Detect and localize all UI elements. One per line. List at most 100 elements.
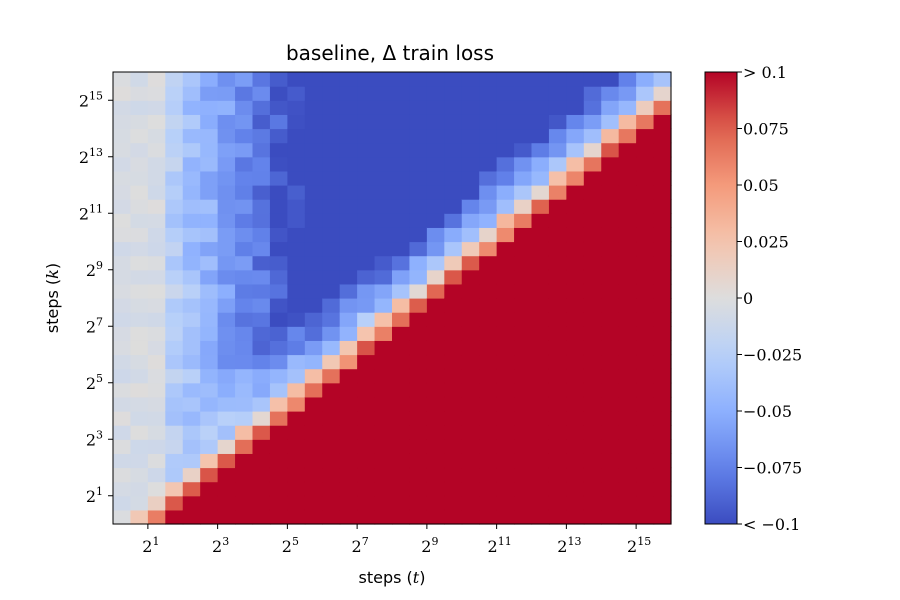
heatmap-cell [618,114,637,130]
heatmap-cell [444,156,463,172]
heatmap-cell [182,156,201,172]
heatmap-cell [374,142,393,158]
heatmap-cell [479,312,498,327]
heatmap-cell [339,269,358,285]
heatmap-cell [147,396,166,412]
heatmap-cell [322,411,341,426]
heatmap-cell [583,114,602,130]
heatmap-cell [252,255,271,271]
heatmap-cell [653,509,672,525]
heatmap-cell [636,509,655,525]
heatmap-cell [147,425,166,440]
heatmap-cell [444,114,463,130]
heatmap-cell [269,354,288,370]
heatmap-cell [531,467,550,483]
tick-label: 27 [352,535,369,556]
heatmap-cell [636,453,655,469]
heatmap-cell [130,439,149,454]
heatmap-cell [479,199,498,214]
heatmap-cell [304,128,323,144]
heatmap-cell [200,114,219,130]
heatmap-cell [514,467,533,483]
heatmap-cell [252,142,271,158]
heatmap-cell [287,199,306,214]
heatmap-cell [566,396,585,412]
heatmap-cell [461,396,480,412]
heatmap-cell [165,142,184,158]
heatmap-cell [392,340,411,356]
heatmap-cell [601,509,620,525]
heatmap-cell [514,72,533,87]
heatmap-cell [357,86,376,101]
heatmap-cell [548,382,567,398]
heatmap-cell [374,340,393,356]
heatmap-cell [566,283,585,299]
heatmap-cell [113,199,132,214]
heatmap-cell [339,509,358,525]
heatmap-cell [287,142,306,158]
heatmap-cell [304,340,323,356]
heatmap-cell [130,312,149,327]
heatmap-cell [514,312,533,327]
heatmap-cell [566,411,585,426]
tick-label: 213 [557,535,581,556]
heatmap-cell [130,86,149,101]
heatmap-cell [426,481,445,497]
heatmap-cell [357,354,376,370]
heatmap-cell [322,156,341,172]
heatmap-cell [392,100,411,115]
heatmap-cell [531,100,550,115]
heatmap-cell [339,86,358,101]
heatmap-cell [548,453,567,469]
heatmap-cell [548,368,567,384]
tick-label: 211 [488,535,512,556]
heatmap-cell [548,170,567,186]
heatmap-cell [583,128,602,144]
heatmap-cell [531,326,550,341]
heatmap-cell [165,354,184,370]
heatmap-cell [392,368,411,384]
heatmap-cell [252,269,271,285]
heatmap-cell [252,396,271,412]
heatmap-cell [357,382,376,398]
heatmap-cell [165,298,184,313]
heatmap-cell [392,199,411,214]
heatmap-cell [374,100,393,115]
heatmap-cell [514,425,533,440]
heatmap-cell [583,269,602,285]
heatmap-cell [461,227,480,243]
heatmap-cell [583,255,602,271]
heatmap-cell [147,241,166,257]
heatmap-cell [339,453,358,469]
heatmap-cell [322,199,341,214]
heatmap-cell [444,326,463,341]
heatmap-cell [653,298,672,313]
heatmap-cell [200,368,219,384]
heatmap-cell [601,495,620,511]
heatmap-cell [392,269,411,285]
heatmap-cell [287,255,306,271]
heatmap-cell [548,495,567,511]
heatmap-cell [182,269,201,285]
heatmap-cell [252,312,271,327]
heatmap-cell [113,142,132,158]
heatmap-cell [409,312,428,327]
heatmap-cell [479,185,498,200]
heatmap-cell [217,382,236,398]
heatmap-cell [636,156,655,172]
heatmap-cell [130,128,149,144]
heatmap-cell [653,227,672,243]
heatmap-cell [165,326,184,341]
heatmap-cell [147,382,166,398]
heatmap-cell [479,269,498,285]
heatmap-cell [357,326,376,341]
heatmap-cell [182,72,201,87]
heatmap-cell [113,227,132,243]
heatmap-cell [601,283,620,299]
heatmap-cell [601,382,620,398]
heatmap-cell [583,509,602,525]
heatmap-cell [444,411,463,426]
heatmap-cell [636,100,655,115]
heatmap-cell [601,354,620,370]
heatmap-cell [269,241,288,257]
